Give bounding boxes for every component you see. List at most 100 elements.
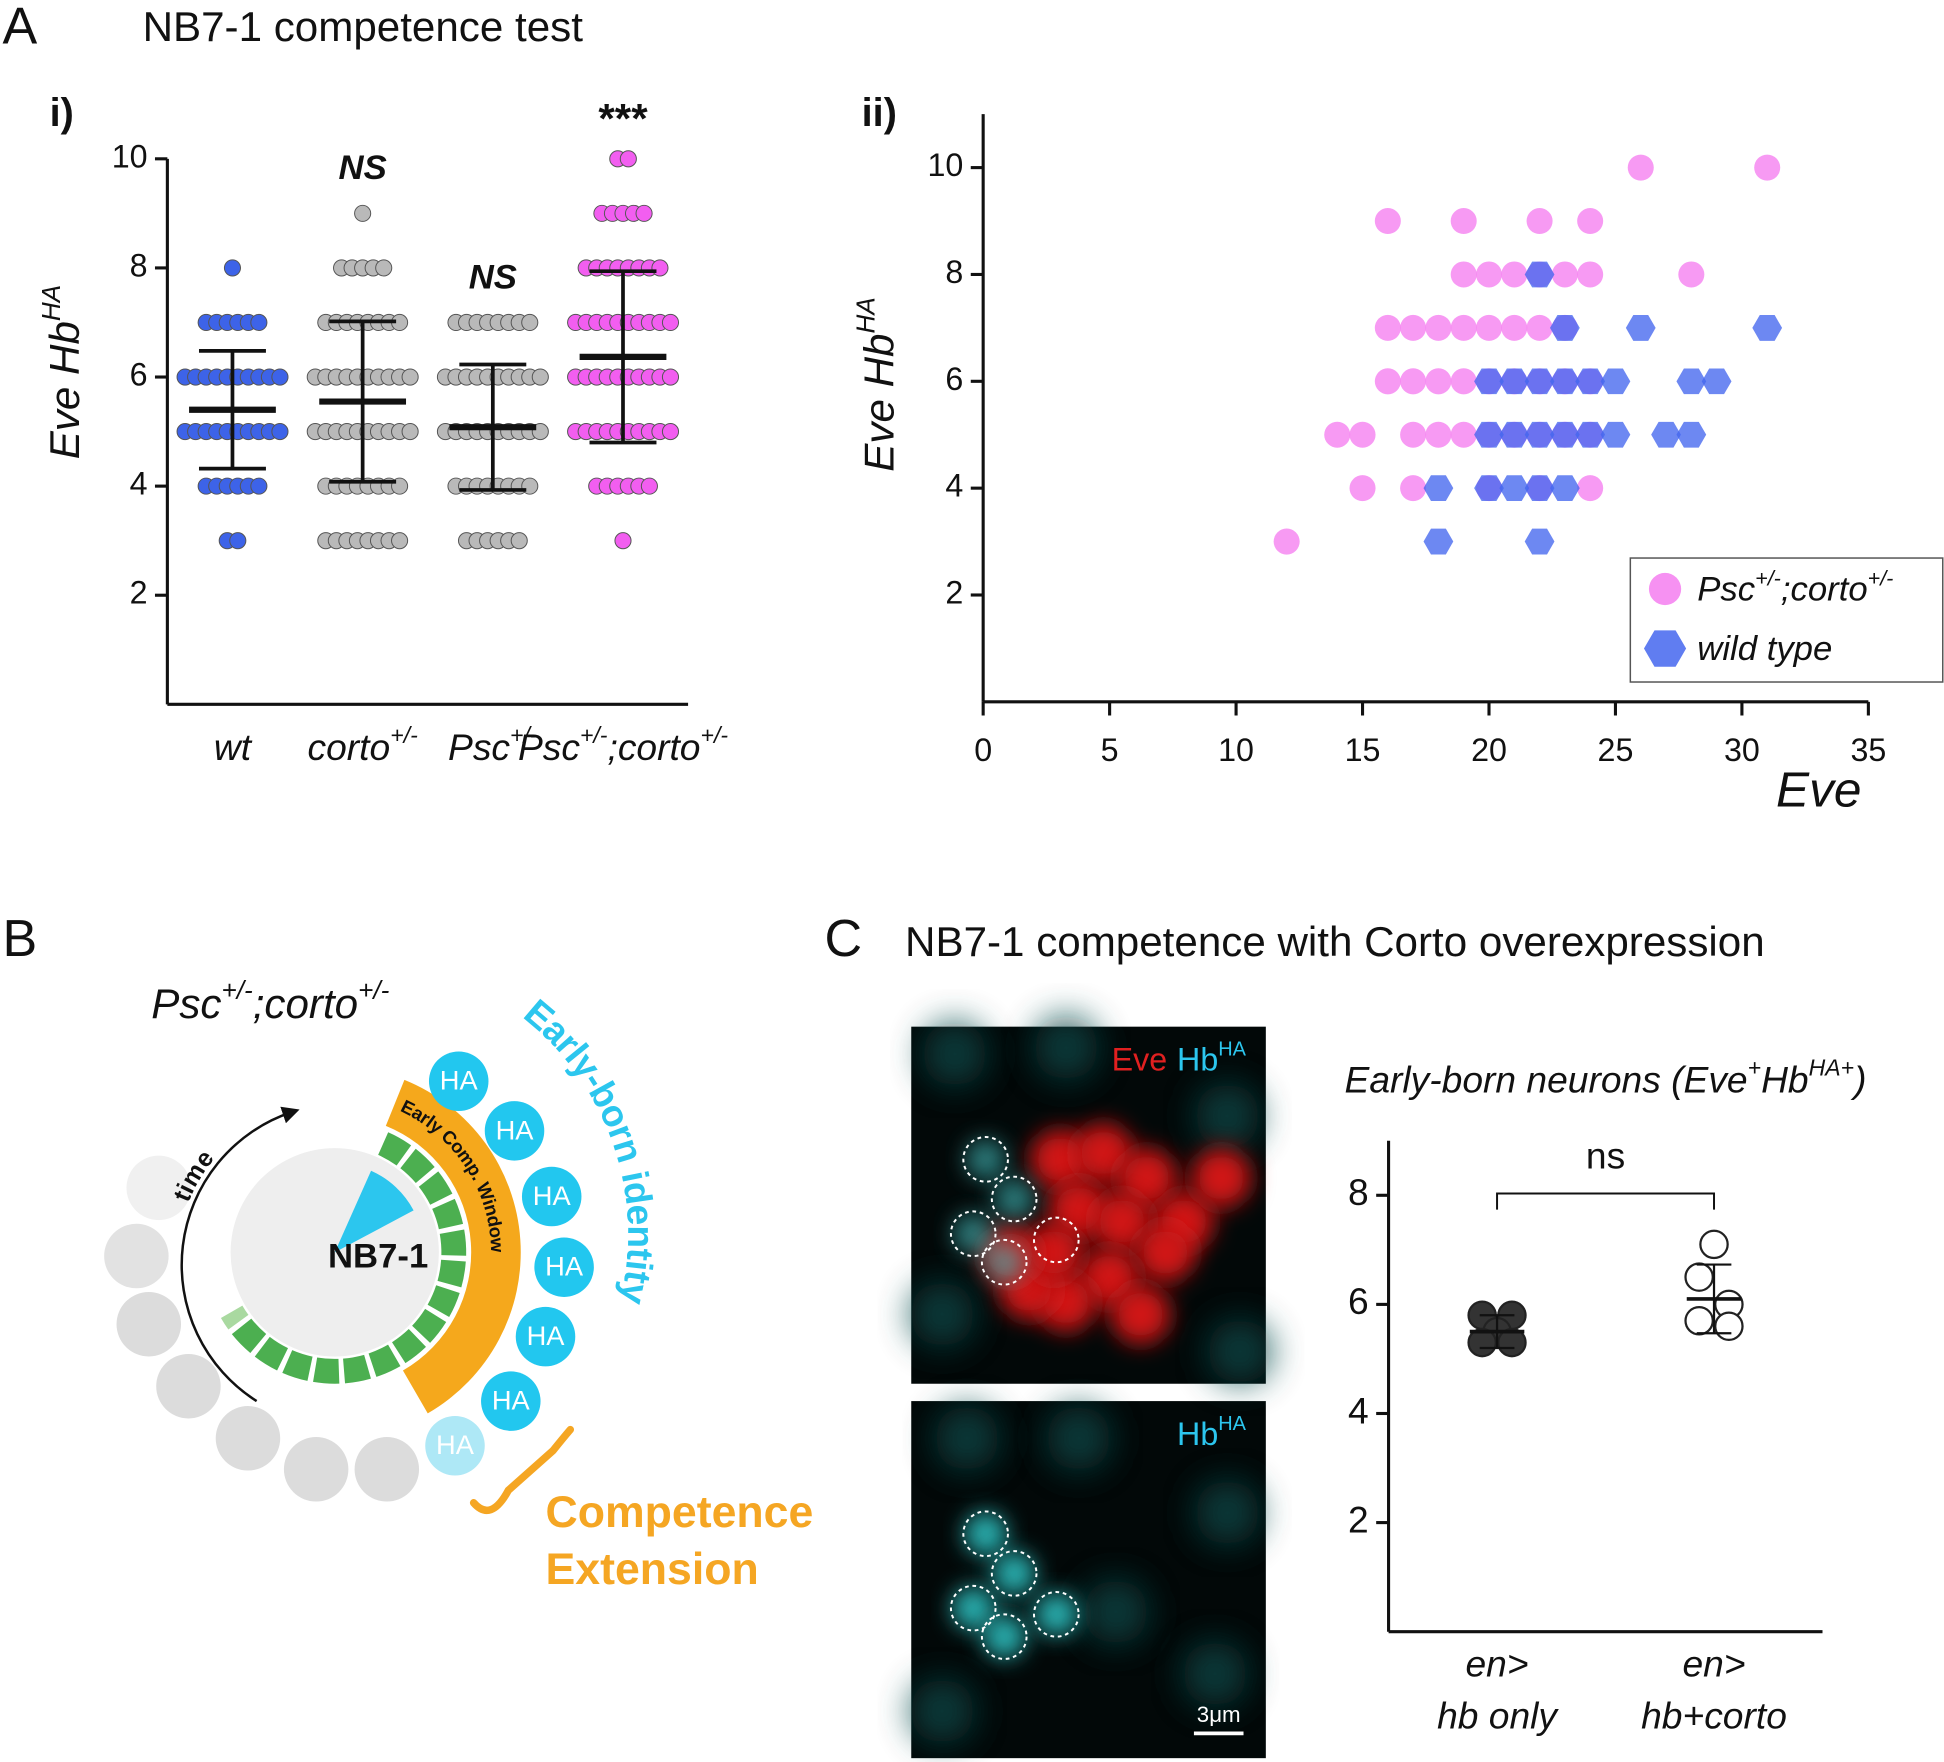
data-point [1450,421,1477,448]
data-point [271,368,289,386]
data-point [661,368,680,386]
x-tick-label: 25 [1598,732,1634,768]
progenitor-cell [215,1406,281,1471]
data-point [229,532,247,550]
data-point [1374,208,1401,235]
cell-outline [949,1210,997,1258]
micrograph-signal [910,1015,1273,1744]
superscript: HA+ [1809,1055,1854,1081]
eve-signal [1117,1148,1177,1208]
data-point [1450,368,1477,395]
legend-label: Psc+/-;corto+/- [1697,566,1893,608]
hb-signal [964,1512,1007,1555]
ha-cell [534,1237,594,1297]
green-segment [412,1308,447,1343]
competence-window [385,1079,521,1414]
cell-outline [962,1136,1009,1183]
data-point [1651,421,1681,448]
data-point [1714,1311,1744,1341]
cell-outline [949,1584,997,1632]
cell-outline [980,1613,1028,1660]
y-tick-label: 2 [130,575,148,611]
panel-title: NB7-1 competence with Corto overexpressi… [905,918,1765,965]
ha-cell-label: HA [492,1385,531,1416]
data-point [1499,421,1530,448]
data-point [1450,314,1477,341]
data-point [1501,261,1528,288]
text-part: Psc [151,980,221,1027]
x-tick-label: 5 [1101,732,1119,768]
text-part: ;corto [607,726,700,768]
green-segment [432,1198,464,1230]
y-tick-label: 6 [1348,1280,1369,1322]
data-point [614,532,632,550]
green-segment [343,1354,371,1384]
cell-outline [990,1550,1038,1597]
ha-cell [428,1051,489,1111]
extension-label: Competence [546,1488,814,1537]
cell-outline [962,1510,1009,1558]
data-point [1699,1229,1729,1260]
superscript: +/- [701,722,729,748]
superscript: HA [851,297,881,333]
hb-signal [994,1179,1034,1219]
text-part: Eve Hb [41,321,88,459]
data-point [1526,208,1553,235]
data-point [640,477,658,495]
genotype-label: Psc+/-;corto+/- [151,975,389,1027]
x-tick-label: corto+/- [308,722,419,768]
data-point [635,204,653,222]
ha-cell-label: HA [496,1114,535,1145]
significance-label: ns [1586,1135,1625,1177]
x-tick-label: en> hb+corto [1641,1644,1787,1738]
significance-label: NS [339,149,387,187]
data-point [1467,1327,1497,1358]
text-part: ;corto [253,980,358,1027]
text-part: Psc [448,726,510,768]
extension-label: Extension [546,1545,759,1594]
progenitor-cell [126,1155,191,1221]
scale-bar-label: 3μm [1197,1702,1241,1727]
cell-outline [1032,1216,1080,1264]
y-tick-label: 4 [945,468,963,504]
y-tick-label: 4 [130,466,148,502]
hb-signal [965,1139,1006,1180]
eve-signal [1191,1148,1251,1208]
panel-title: NB7-1 competence test [143,3,584,50]
hb-signal [1035,1593,1078,1636]
progenitor-cell [283,1437,349,1502]
image-channel-label: Eve HbHA [1112,1039,1247,1077]
y-tick-label: 6 [130,357,148,393]
data-point [1575,421,1606,448]
superscript: +/- [1868,566,1894,590]
x-tick-label: 0 [974,732,992,768]
data-point [651,259,669,277]
green-segment [437,1259,466,1288]
y-tick-label: 2 [945,575,963,611]
hb-signal [983,1615,1026,1658]
data-point [1273,528,1300,555]
data-point [1324,421,1351,448]
superscript: HA [36,285,66,321]
text-part: Eve Hb [856,334,903,472]
hb-signal [993,1552,1036,1595]
data-point [1499,368,1530,395]
progenitor-cell [104,1223,169,1289]
green-segment [368,1344,401,1377]
data-point [401,368,419,386]
ha-cell-label: HA [440,1065,479,1096]
data-point [1400,421,1427,448]
data-point [1600,368,1631,395]
y-axis-label: Eve HbHA [36,285,88,460]
text-part: Hb [1177,1041,1218,1077]
green-segment [231,1318,267,1353]
y-tick-label: 6 [945,361,963,397]
eve-signal [1030,1129,1090,1190]
chart-title: Early-born neurons (Eve+HbHA+) [1345,1055,1867,1101]
green-segment [400,1148,435,1184]
data-point [1474,368,1504,395]
data-point [1701,368,1732,395]
image-panel: C NB7-1 competence with Corto overexpres… [824,910,1765,1759]
data-point [1349,475,1376,502]
